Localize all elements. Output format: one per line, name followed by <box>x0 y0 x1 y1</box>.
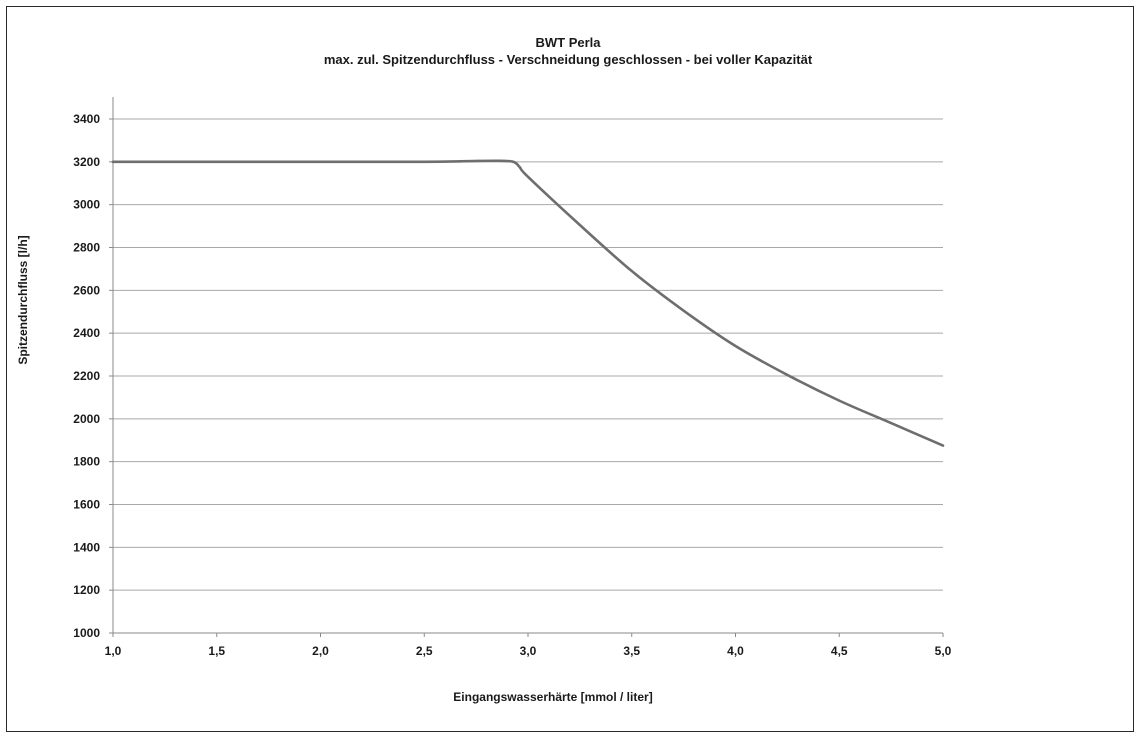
x-tick-label: 1,5 <box>208 644 225 658</box>
series-layer <box>111 159 945 447</box>
x-axis-label: Eingangswasserhärte [mmol / liter] <box>453 690 652 704</box>
y-tick-labels: 1000 1200 1400 1600 1800 2000 2200 2400 2600 2800… <box>73 112 100 640</box>
y-tick-label: 1000 <box>73 626 100 640</box>
y-tick-label: 3000 <box>73 198 100 212</box>
y-tick-label: 2600 <box>73 283 100 297</box>
y-tick-label: 1600 <box>73 498 100 512</box>
x-tick-label: 5,0 <box>935 644 952 658</box>
gridlines <box>113 118 943 591</box>
x-tick-label: 4,5 <box>831 644 848 658</box>
chart-title: BWT Perla <box>535 35 601 50</box>
x-tick-label: 2,0 <box>312 644 329 658</box>
axes <box>109 97 944 637</box>
y-tick-label: 1200 <box>73 583 100 597</box>
y-tick-label: 3400 <box>73 112 100 126</box>
y-tick-label: 1800 <box>73 455 100 469</box>
series-line <box>111 159 945 447</box>
x-tick-label: 3,0 <box>520 644 537 658</box>
x-tick-label: 3,5 <box>623 644 640 658</box>
y-tick-label: 3200 <box>73 155 100 169</box>
x-tick-label: 2,5 <box>416 644 433 658</box>
y-tick-label: 2000 <box>73 412 100 426</box>
chart-subtitle: max. zul. Spitzendurchfluss - Verschneid… <box>323 52 813 67</box>
y-tick-label: 2400 <box>73 326 100 340</box>
chart-frame <box>6 6 1134 732</box>
x-tick-labels: 1,0 1,5 2,0 2,5 3,0 3,5 4,0 4,5 5,0 <box>105 644 952 658</box>
y-tick-label: 1400 <box>73 540 100 554</box>
x-tick-label: 1,0 <box>105 644 122 658</box>
y-tick-label: 2800 <box>73 241 100 255</box>
y-axis-label: Spitzendurchfluss [l/h] <box>16 235 30 364</box>
x-tick-label: 4,0 <box>727 644 744 658</box>
y-tick-label: 2200 <box>73 369 100 383</box>
